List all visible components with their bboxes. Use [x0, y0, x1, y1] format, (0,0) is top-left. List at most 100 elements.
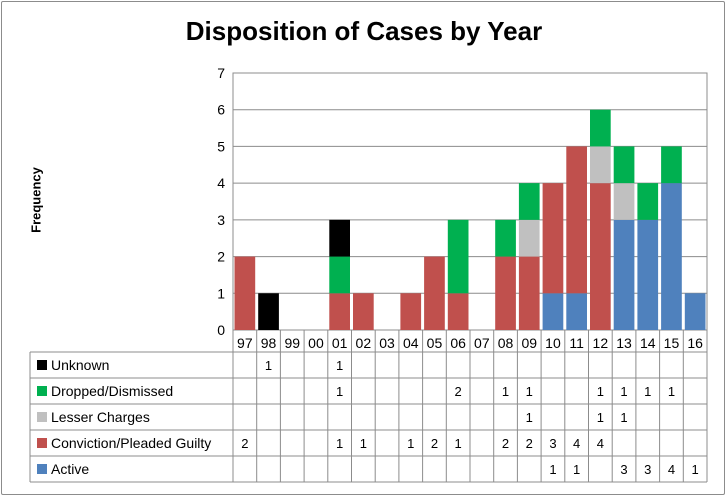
bar-dropped-dismissed-01: [329, 256, 350, 294]
x-tick-label: 98: [261, 335, 277, 351]
legend-label-active: Active: [51, 461, 89, 477]
bar-dropped-dismissed-12: [590, 109, 611, 147]
bar-active-14: [637, 219, 659, 330]
data-label: 4: [597, 436, 604, 451]
bar-dropped-dismissed-08: [495, 219, 516, 257]
x-tick-label: 08: [498, 335, 514, 351]
bar-dropped-dismissed-09: [518, 183, 540, 220]
bar-active-15: [661, 183, 682, 330]
legend-key-unknown: [37, 360, 47, 370]
data-label: 1: [455, 436, 462, 451]
bar-active-10: [542, 293, 564, 330]
y-tick-label: 1: [217, 285, 225, 301]
data-label: 1: [360, 436, 367, 451]
bar-conviction-pleaded-guilty-97: [234, 256, 256, 330]
bar-conviction-pleaded-guilty-06: [447, 293, 469, 330]
data-label: 3: [644, 462, 651, 477]
data-label: 2: [431, 436, 438, 451]
data-label: 3: [549, 436, 556, 451]
data-label: 1: [526, 410, 533, 425]
bar-conviction-pleaded-guilty-11: [566, 146, 587, 294]
bar-conviction-pleaded-guilty-09: [518, 256, 540, 330]
bar-active-11: [566, 293, 587, 330]
x-tick-label: 09: [521, 335, 537, 351]
chart-title: Disposition of Cases by Year: [185, 16, 543, 46]
x-tick-label: 02: [356, 335, 372, 351]
data-label: 1: [668, 384, 675, 399]
data-label: 2: [526, 436, 533, 451]
x-tick-label: 07: [474, 335, 490, 351]
x-tick-label: 00: [308, 335, 324, 351]
bar-conviction-pleaded-guilty-12: [590, 183, 611, 330]
data-label: 1: [265, 358, 272, 373]
bar-dropped-dismissed-06: [447, 219, 469, 294]
legend-key-dropped-dismissed: [37, 386, 47, 396]
data-label: 1: [407, 436, 414, 451]
bar-active-16: [684, 293, 706, 330]
x-tick-label: 97: [237, 335, 253, 351]
data-label: 1: [526, 384, 533, 399]
x-tick-label: 10: [545, 335, 561, 351]
data-label: 2: [502, 436, 509, 451]
data-label: 4: [668, 462, 675, 477]
y-tick-label: 7: [217, 65, 225, 81]
x-tick-label: 16: [687, 335, 703, 351]
bar-dropped-dismissed-15: [661, 146, 682, 184]
bar-active-13: [613, 219, 635, 330]
bar-conviction-pleaded-guilty-02: [353, 293, 374, 330]
bar-lesser-charges-09: [518, 219, 540, 257]
x-tick-label: 14: [640, 335, 656, 351]
legend-label-conviction-pleaded-guilty: Conviction/Pleaded Guilty: [51, 435, 211, 451]
legend-label-unknown: Unknown: [51, 357, 109, 373]
data-label: 1: [644, 384, 651, 399]
legend-key-lesser-charges: [37, 412, 47, 422]
data-label: 4: [573, 436, 580, 451]
x-tick-label: 12: [593, 335, 609, 351]
x-tick-label: 06: [450, 335, 466, 351]
legend-key-active: [37, 464, 47, 474]
x-tick-label: 05: [427, 335, 443, 351]
y-tick-label: 3: [217, 212, 225, 228]
data-label: 1: [573, 462, 580, 477]
bar-unknown-01: [329, 219, 350, 257]
bar-dropped-dismissed-14: [637, 183, 659, 220]
legend-label-lesser-charges: Lesser Charges: [51, 409, 150, 425]
data-label: 2: [241, 436, 248, 451]
x-tick-label: 11: [569, 335, 584, 351]
y-tick-label: 0: [217, 322, 225, 338]
data-label: 3: [620, 462, 627, 477]
bar-lesser-charges-13: [613, 183, 635, 220]
y-tick-label: 2: [217, 249, 225, 265]
data-label: 1: [692, 462, 699, 477]
plot-area: [232, 72, 708, 331]
data-label: 1: [620, 384, 627, 399]
bar-conviction-pleaded-guilty-04: [400, 293, 422, 330]
data-label: 1: [620, 410, 627, 425]
x-tick-label: 13: [616, 335, 632, 351]
legend-label-dropped-dismissed: Dropped/Dismissed: [51, 383, 173, 399]
y-tick-label: 5: [217, 138, 225, 154]
data-label: 1: [336, 384, 343, 399]
x-tick-label: 99: [284, 335, 300, 351]
bar-conviction-pleaded-guilty-10: [542, 183, 564, 294]
data-label: 1: [597, 410, 604, 425]
x-tick-label: 01: [332, 335, 348, 351]
bar-dropped-dismissed-13: [613, 146, 635, 184]
x-tick-label: 04: [403, 335, 419, 351]
y-tick-label: 6: [217, 102, 225, 118]
data-label: 1: [597, 384, 604, 399]
data-label: 1: [336, 436, 343, 451]
data-label: 1: [336, 358, 343, 373]
x-tick-label: 15: [664, 335, 680, 351]
bar-lesser-charges-12: [590, 146, 611, 184]
y-tick-label: 4: [217, 175, 225, 191]
bar-conviction-pleaded-guilty-08: [495, 256, 516, 330]
data-label: 1: [502, 384, 509, 399]
x-tick-label: 03: [379, 335, 395, 351]
data-label: 2: [455, 384, 462, 399]
bar-unknown-98: [258, 293, 279, 330]
data-label: 1: [549, 462, 556, 477]
bar-conviction-pleaded-guilty-05: [424, 256, 445, 330]
